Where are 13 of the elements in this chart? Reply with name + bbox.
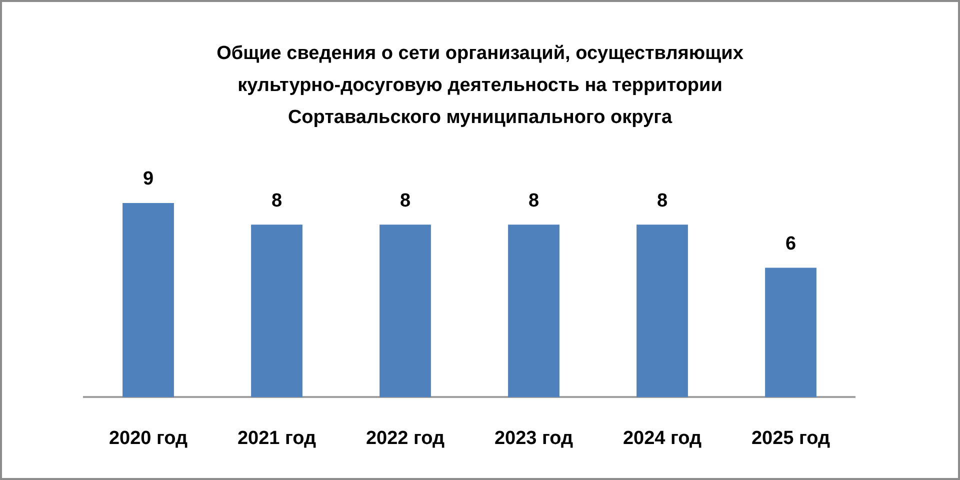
chart-title: Общие сведения о сети организаций, осуществляющих культурно-досуговую деятельность на территории Сортавальского муниципального округа: [216, 42, 744, 130]
data-label: 6: [785, 233, 796, 254]
x-tick-label: 2020 год: [108, 428, 188, 449]
data-label: 8: [656, 190, 668, 212]
data-label: 8: [528, 190, 540, 212]
x-tick-label: 2023 год: [494, 428, 574, 449]
data-label: 9: [142, 168, 154, 190]
data-label: 8: [271, 190, 282, 212]
x-tick-label: 2021 год: [237, 428, 316, 449]
data-label: 8: [400, 190, 411, 212]
x-tick-label: 2024 год: [622, 428, 702, 449]
x-tick-label: 2022 год: [366, 428, 445, 449]
x-tick-label: 2025 год: [751, 428, 830, 449]
